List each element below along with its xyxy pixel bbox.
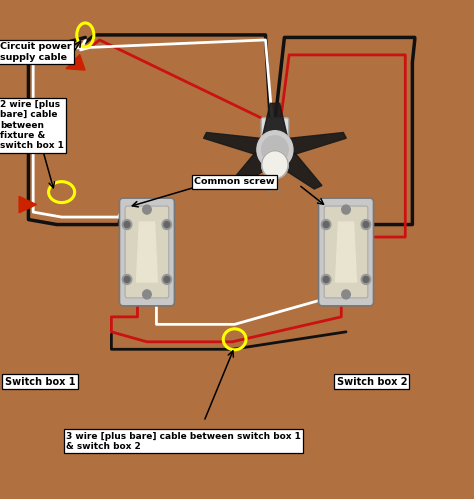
Circle shape [323, 222, 329, 228]
Polygon shape [273, 153, 322, 189]
FancyBboxPatch shape [125, 206, 169, 298]
Circle shape [321, 274, 331, 284]
Text: 3 wire [plus bare] cable between switch box 1
& switch box 2: 3 wire [plus bare] cable between switch … [66, 432, 301, 451]
Polygon shape [285, 133, 346, 155]
Circle shape [342, 205, 350, 214]
Text: Switch box 2: Switch box 2 [337, 377, 407, 387]
Polygon shape [66, 55, 85, 70]
Text: Circuit power
supply cable: Circuit power supply cable [0, 42, 72, 62]
FancyBboxPatch shape [319, 198, 374, 306]
Circle shape [342, 290, 350, 299]
FancyBboxPatch shape [261, 118, 289, 137]
Polygon shape [137, 222, 157, 282]
Circle shape [262, 151, 288, 179]
Circle shape [361, 274, 371, 284]
Circle shape [164, 222, 170, 228]
FancyBboxPatch shape [324, 206, 368, 298]
Circle shape [162, 274, 172, 284]
Circle shape [124, 276, 130, 282]
Polygon shape [336, 222, 356, 282]
Circle shape [122, 220, 132, 230]
Circle shape [122, 274, 132, 284]
FancyBboxPatch shape [119, 198, 174, 306]
Circle shape [323, 276, 329, 282]
Polygon shape [262, 103, 288, 140]
Text: Common screw: Common screw [194, 177, 275, 186]
Polygon shape [203, 133, 264, 155]
Circle shape [321, 220, 331, 230]
Circle shape [124, 222, 130, 228]
Circle shape [363, 222, 369, 228]
Circle shape [361, 220, 371, 230]
Circle shape [164, 276, 170, 282]
Circle shape [257, 131, 293, 169]
Circle shape [262, 136, 288, 164]
Circle shape [363, 276, 369, 282]
Polygon shape [228, 153, 277, 189]
Text: Switch box 1: Switch box 1 [5, 377, 75, 387]
Circle shape [162, 220, 172, 230]
Circle shape [143, 205, 151, 214]
Circle shape [143, 290, 151, 299]
Text: 2 wire [plus
bare] cable
between
fixture &
switch box 1: 2 wire [plus bare] cable between fixture… [0, 100, 64, 150]
Polygon shape [19, 197, 36, 213]
